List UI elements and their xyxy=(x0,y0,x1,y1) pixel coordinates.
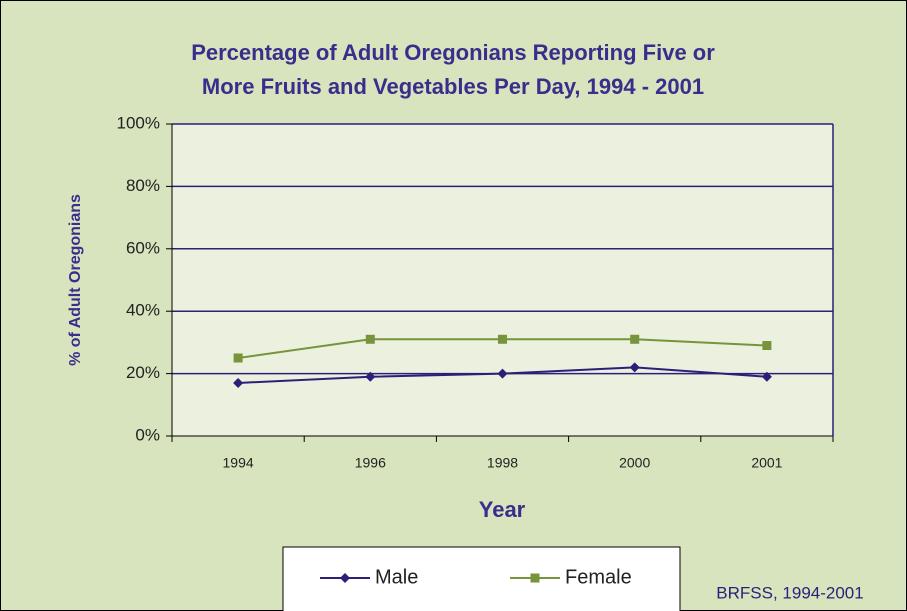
point xyxy=(762,341,772,351)
legend-marker xyxy=(530,573,540,583)
x-tick-label: 1996 xyxy=(355,455,386,471)
legend-label: Female xyxy=(565,566,632,588)
point xyxy=(497,368,508,379)
point xyxy=(498,334,507,344)
legend-label: Male xyxy=(375,566,418,588)
y-tick-label: 80% xyxy=(126,176,160,195)
point xyxy=(233,377,244,388)
x-tick-label: 2001 xyxy=(751,455,782,471)
y-axis-label: % of Adult Oregonians xyxy=(67,194,84,366)
y-tick-label: 20% xyxy=(126,363,160,382)
point xyxy=(761,371,772,382)
chart-title: More Fruits and Vegetables Per Day, 1994… xyxy=(202,74,704,99)
source-note: BRFSS, 1994-2001 xyxy=(716,583,863,602)
plot-area xyxy=(172,124,833,436)
x-tick-label: 1998 xyxy=(487,455,518,471)
point xyxy=(233,353,243,363)
y-tick-label: 60% xyxy=(126,238,160,257)
point xyxy=(629,362,640,373)
y-tick-label: 100% xyxy=(117,113,160,132)
legend-marker xyxy=(340,573,350,583)
y-tick-label: 0% xyxy=(135,425,160,444)
point xyxy=(365,334,375,344)
point xyxy=(365,371,376,382)
point xyxy=(630,334,640,344)
chart-title: Percentage of Adult Oregonians Reporting… xyxy=(191,40,715,65)
x-tick-label: 2000 xyxy=(619,455,650,471)
x-tick-label: 1994 xyxy=(223,455,254,471)
y-tick-label: 40% xyxy=(126,301,160,320)
x-axis-label: Year xyxy=(479,497,526,522)
